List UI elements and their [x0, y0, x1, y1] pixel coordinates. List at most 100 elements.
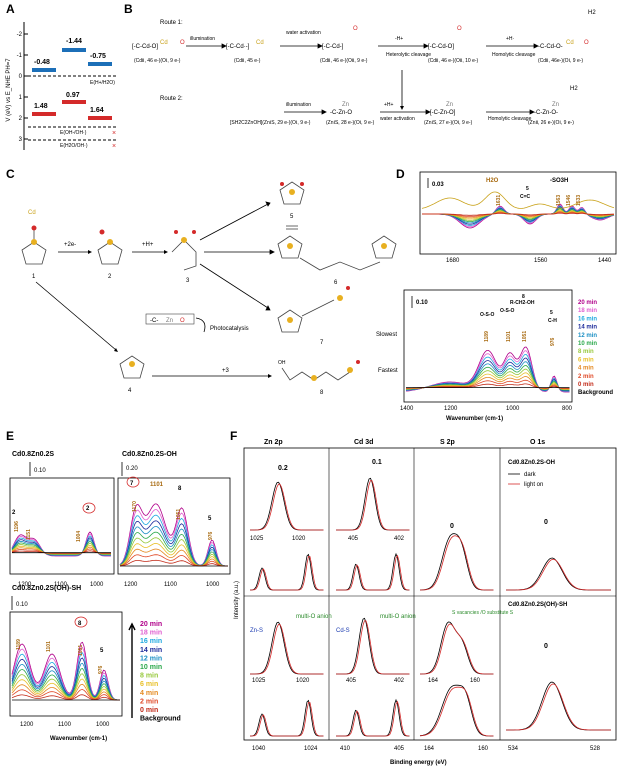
- svg-text:-2: -2: [17, 32, 23, 38]
- panel-e: E Cd0.8Zn0.2S 0.10 2 1196 1151 1004 2 Cd…: [6, 429, 231, 742]
- f-bi-s-2: 160: [470, 678, 481, 684]
- f-bi-s-1: 164: [428, 678, 439, 684]
- vb-bar-2: [62, 100, 86, 104]
- e-legend-item: 20 min: [140, 621, 162, 628]
- e2-spectrum-10: [119, 559, 228, 567]
- e2-spectrum-1: [119, 508, 228, 567]
- e2-spectrum-5: [119, 531, 228, 567]
- e2-peak-7: 7: [130, 481, 134, 487]
- d-legend-item: 2 min: [578, 374, 594, 380]
- d-legend-item: 14 min: [578, 325, 597, 331]
- peak-cc: C=C: [520, 194, 531, 200]
- r1-struct-5: -C-Cd-O-: [538, 44, 563, 50]
- e2-spectrum-7: [119, 542, 228, 567]
- cb-label-2: -1.44: [66, 38, 82, 45]
- peak-oso-2: O-S-O: [500, 308, 515, 314]
- d-bottom-spectrum-6: [405, 368, 570, 390]
- e3-peak-5: 5: [100, 648, 104, 654]
- svg-text:1: 1: [19, 95, 23, 101]
- cb-label-1: -0.48: [34, 59, 50, 66]
- peak-8: 8: [522, 294, 525, 300]
- panel-c: C Cd 1 +2e- 2 +H+ 3: [6, 167, 397, 396]
- d-legend-item: 18 min: [578, 308, 597, 314]
- panel-a-ticks: -2 -1 0 1 2 3: [17, 32, 28, 143]
- e2-peak-5: 5: [208, 516, 212, 522]
- molecule-7: 7: [277, 286, 350, 346]
- e3-peak-1051: 1051: [78, 645, 84, 656]
- f-legend-light: light on: [524, 482, 543, 488]
- svg-text:8: 8: [320, 390, 324, 396]
- e-legend-item: 8 min: [140, 673, 158, 680]
- peak-1189: 1189: [484, 331, 490, 342]
- f-note-multio-1: multi-O anion: [296, 614, 332, 620]
- f-cd-main-b-light: [336, 700, 410, 737]
- d-bottom-tick-1: 1400: [400, 406, 414, 412]
- o-atom-4: O: [584, 40, 589, 46]
- vb-bar-3: [88, 116, 112, 120]
- e-title-2: Cd0.8Zn0.2S-OH: [122, 451, 177, 458]
- e1-peak-circle: [82, 502, 96, 514]
- e-tick-top-4: 1200: [124, 582, 138, 588]
- f-zn-inset-light: [250, 483, 324, 531]
- f-cd-inset-t2: 402: [394, 536, 405, 542]
- r1-state-1: (CdⅡ, 46 e-)(OⅠ, 9 e-): [134, 58, 181, 64]
- f-zn-inset-t2: 1020: [292, 536, 306, 542]
- vb-label-2: 0.97: [66, 92, 80, 99]
- panel-b-letter: B: [124, 2, 133, 16]
- f-zn-main-light: [250, 555, 324, 591]
- f-cd-inset-t1: 405: [348, 536, 359, 542]
- o-atom-3: O: [457, 26, 462, 32]
- o-atom-1: O: [180, 40, 185, 46]
- d-legend-item: 20 min: [578, 300, 597, 306]
- f-note-multio-2: multi-O anion: [380, 614, 416, 620]
- f-note-cds: Cd-S: [336, 628, 350, 634]
- panel-a-ylabel: V (eV) vs E_NHE PH=7: [6, 58, 12, 122]
- e-legend-item: 16 min: [140, 638, 162, 645]
- e1-peak-1151: 1151: [26, 529, 32, 540]
- f-bt-8: 528: [590, 746, 601, 752]
- r1-step-hplus: +H·: [506, 36, 515, 42]
- e3-spectrum-7: [11, 678, 120, 701]
- svg-text:Zn: Zn: [166, 318, 173, 324]
- svg-text:0: 0: [19, 74, 23, 80]
- r2-state-4: (ZnⅡ, 26 e-)(OⅠ, 9 e-): [528, 120, 574, 126]
- e-legend-arrow: [128, 622, 136, 718]
- f-xlabel: Binding energy (eV): [390, 760, 447, 766]
- e3-spectrum-1: [11, 646, 120, 701]
- d-top-tick-2: 1560: [534, 258, 548, 264]
- step-photocat: Photocatalysis: [210, 326, 249, 332]
- peak-oso-1: O-S-O: [480, 312, 495, 318]
- r1-struct-1: [-C-Cd-O]: [132, 44, 158, 50]
- cd-atom-2: Cd: [256, 40, 264, 46]
- d-xlabel: Wavenumber (cm-1): [446, 416, 503, 422]
- svg-text:Zn: Zn: [446, 102, 453, 108]
- f-zn-inset-dark: [250, 481, 324, 531]
- r1-struct-2: [-C-Cd·-]: [226, 44, 250, 50]
- f-col-s: S 2p: [440, 439, 455, 446]
- svg-text:-C-Zn-O: -C-Zn-O: [330, 110, 352, 116]
- panel-a-letter: A: [6, 2, 15, 16]
- e2-peak-1051: 1051: [176, 509, 182, 520]
- d-bottom-tick-2: 1200: [444, 406, 458, 412]
- d-legend-item: 16 min: [578, 316, 597, 322]
- cb-bar-2: [62, 48, 86, 52]
- e-tick-top-6: 1000: [206, 582, 220, 588]
- r2-step-illumination: illumination: [286, 102, 311, 108]
- f-bt-3: 410: [340, 746, 351, 752]
- route1-label: Route 1:: [160, 20, 183, 26]
- e-curves-3: [11, 641, 120, 701]
- peak-rch2oh: R-CH2-OH: [510, 300, 535, 306]
- route2-label: Route 2:: [160, 96, 183, 102]
- e2-spectrum-2: [119, 514, 228, 567]
- e2-spectrum-8: [119, 548, 228, 567]
- f-o-main-light: [506, 559, 611, 591]
- panel-f-letter: F: [230, 429, 237, 443]
- svg-text:OH: OH: [278, 360, 286, 366]
- d-top-spectrum-10: [422, 212, 615, 216]
- r2-step-hplus: +H+: [384, 102, 394, 108]
- svg-text:-C-Zn-O-: -C-Zn-O-: [534, 110, 558, 116]
- panel-d: D 0.03 H2O 1631 -SO3H 1563 1546 1533 5 C…: [376, 167, 617, 422]
- vb-label-3: 1.64: [90, 107, 104, 114]
